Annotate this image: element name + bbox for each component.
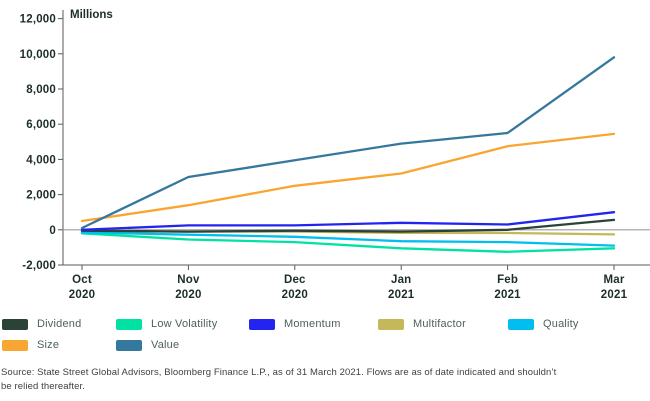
series-line-quality	[80, 231, 616, 247]
legend-item-multifactor: Multifactor	[378, 318, 508, 330]
x-axis-tick-label-month: Jan	[391, 274, 411, 286]
legend-swatch-momentum	[249, 318, 275, 330]
chart-legend: Dividend Low Volatility Momentum Multifacto…	[2, 318, 650, 351]
y-axis-tick-label: 12,000	[20, 14, 56, 26]
series-line-value	[80, 56, 616, 230]
chart-canvas: Millions 12,000 10,000 8,000 6,000 4,000 2,00…	[20, 9, 650, 301]
y-axis-tick-label: 6,000	[26, 119, 56, 131]
y-axis-tick-label: 8,000	[26, 84, 56, 96]
legend-swatch-size	[2, 339, 28, 351]
source-note: Source: State Street Global Advisors, Bl…	[1, 366, 650, 394]
y-axis-units-label: Millions	[70, 9, 113, 21]
x-axis-tick-label-year: 2020	[175, 289, 201, 301]
legend-item-size: Size	[2, 339, 116, 351]
series-line-dividend	[80, 218, 616, 233]
series-line-momentum	[80, 211, 616, 231]
legend-label-momentum: Momentum	[284, 318, 341, 330]
legend-item-low-volatility: Low Volatility	[116, 318, 249, 330]
source-note-line1: Source: State Street Global Advisors, Bl…	[1, 367, 557, 378]
legend-label-low-volatility: Low Volatility	[151, 318, 218, 330]
legend-item-momentum: Momentum	[249, 318, 378, 330]
legend-label-value: Value	[151, 339, 180, 351]
legend-label-size: Size	[37, 339, 60, 351]
x-axis-tick-label-month: Mar	[603, 274, 624, 286]
x-axis-tick-label-year: 2021	[388, 289, 415, 301]
legend-label-quality: Quality	[543, 318, 579, 330]
y-axis-tick-label: 4,000	[26, 154, 56, 166]
legend-item-value: Value	[116, 339, 249, 351]
x-axis-tick-label-year: 2021	[601, 289, 628, 301]
x-axis-tick-label-month: Feb	[497, 274, 518, 286]
y-axis-tick-label: 0	[49, 225, 56, 237]
legend-swatch-dividend	[2, 318, 28, 330]
x-axis-tick-label-year: 2020	[282, 289, 308, 301]
x-axis-tick-label-year: 2021	[494, 289, 521, 301]
x-axis-tick-label-month: Oct	[72, 274, 92, 286]
legend-label-multifactor: Multifactor	[413, 318, 466, 330]
series-line-low-volatility	[80, 232, 616, 253]
x-axis-tick-label-month: Nov	[177, 274, 200, 286]
x-axis-tick-label-month: Dec	[284, 274, 306, 286]
flows-line-chart: Millions 12,000 10,000 8,000 6,000 4,000 2,00…	[20, 9, 650, 301]
legend-item-quality: Quality	[508, 318, 650, 330]
legend-swatch-value	[116, 339, 142, 351]
legend-swatch-low-volatility	[116, 318, 142, 330]
legend-label-dividend: Dividend	[37, 318, 82, 330]
series-line-size	[80, 132, 616, 223]
legend-swatch-quality	[508, 318, 534, 330]
x-axis-tick-label-year: 2020	[69, 289, 95, 301]
y-axis-tick-label: -2,000	[22, 260, 56, 272]
legend-swatch-multifactor	[378, 318, 404, 330]
y-axis-tick-label: 10,000	[20, 49, 56, 61]
legend-item-dividend: Dividend	[2, 318, 116, 330]
source-note-line2: be relied thereafter.	[1, 381, 85, 392]
y-axis-tick-label: 2,000	[26, 190, 56, 202]
